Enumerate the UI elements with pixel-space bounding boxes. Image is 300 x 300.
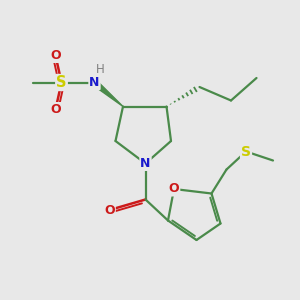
Text: O: O (50, 103, 61, 116)
Text: O: O (169, 182, 179, 196)
Text: O: O (104, 203, 115, 217)
Polygon shape (93, 80, 123, 106)
Text: N: N (140, 157, 151, 170)
Text: O: O (50, 49, 61, 62)
Text: H: H (95, 63, 104, 76)
Text: S: S (241, 145, 251, 158)
Text: S: S (56, 75, 67, 90)
Text: N: N (89, 76, 100, 89)
